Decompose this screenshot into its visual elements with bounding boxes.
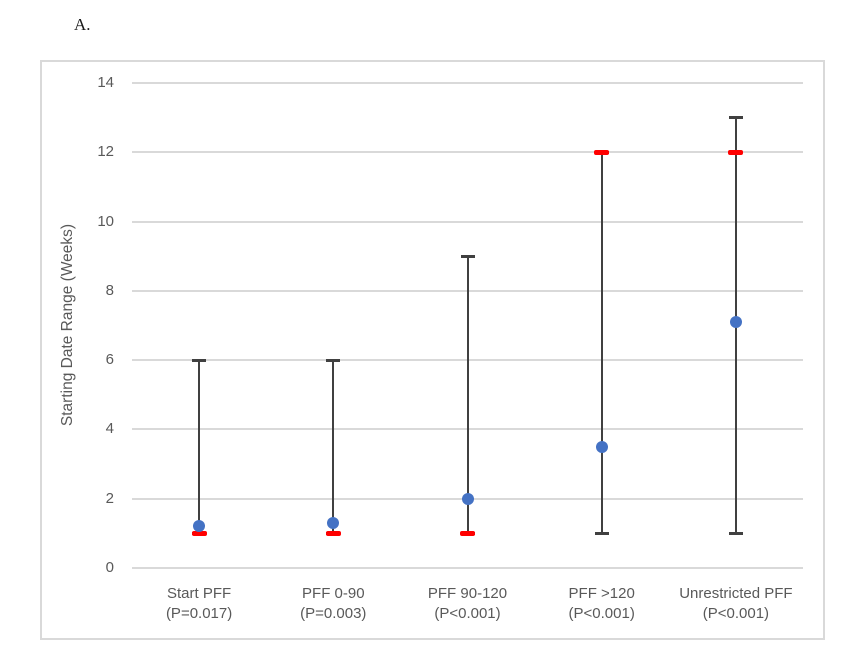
y-tick-label: 2: [105, 489, 114, 507]
gridline-y-14: [132, 82, 803, 84]
x-category-label: PFF >120 (P<0.001): [527, 584, 677, 624]
x-category-pvalue: (P=0.003): [300, 605, 367, 622]
x-category-name: Unrestricted PFF: [679, 585, 793, 602]
y-tick-label: 6: [105, 351, 114, 369]
median-marker: [325, 530, 341, 536]
whisker-cap-top: [326, 358, 341, 362]
mean-marker: [461, 492, 474, 505]
x-category-name: Start PFF: [167, 585, 232, 602]
y-tick-label: 0: [105, 559, 114, 576]
x-category-pvalue: (P<0.001): [702, 605, 770, 622]
median-marker: [191, 530, 207, 536]
x-category-name: PFF 90-120: [427, 585, 508, 602]
x-category-pvalue: (P=0.017): [165, 605, 233, 622]
whisker-cap-bottom: [728, 531, 743, 535]
y-tick-label: 4: [105, 420, 114, 438]
whisker-cap-bottom: [594, 531, 609, 535]
median-marker: [460, 530, 475, 536]
whisker-line: [600, 152, 603, 534]
whisker-cap-top: [192, 358, 207, 362]
y-tick-label: 14: [97, 74, 114, 91]
gridline-y-12: [132, 151, 803, 154]
plot-area: [132, 82, 803, 569]
y-axis-title: Starting Date Range (Weeks): [59, 223, 76, 427]
whisker-cap-top: [728, 116, 743, 120]
x-category-label: Unrestricted PFF (P<0.001): [661, 584, 811, 624]
gridline-y-10: [132, 220, 803, 223]
x-category-label: Start PFF (P=0.017): [124, 584, 274, 624]
whisker-line: [198, 360, 201, 534]
x-category-pvalue: (P<0.001): [568, 605, 635, 622]
x-category-name: PFF 0-90: [302, 585, 365, 602]
mean-marker: [729, 316, 742, 329]
chart-frame: Starting Date Range (Weeks) 0 2 4 6 8 10 12 14 S…: [40, 60, 825, 640]
median-marker: [594, 149, 610, 155]
y-tick-label: 12: [97, 143, 114, 161]
y-tick-label: 10: [97, 212, 114, 230]
whisker-line: [332, 360, 335, 534]
mean-marker: [193, 520, 206, 533]
panel-label: A.: [74, 15, 91, 34]
mean-marker: [327, 516, 340, 529]
median-marker: [728, 149, 744, 155]
y-tick-label: 8: [105, 281, 114, 299]
x-category-label: PFF 90-120 (P<0.001): [393, 584, 543, 624]
mean-marker: [595, 440, 608, 453]
gridline-y-0: [132, 567, 803, 569]
whisker-line: [466, 256, 469, 534]
x-category-name: PFF >120: [568, 585, 635, 602]
x-category-pvalue: (P<0.001): [434, 605, 501, 622]
whisker-cap-top: [460, 254, 475, 258]
x-category-label: PFF 0-90 (P=0.003): [258, 584, 408, 624]
